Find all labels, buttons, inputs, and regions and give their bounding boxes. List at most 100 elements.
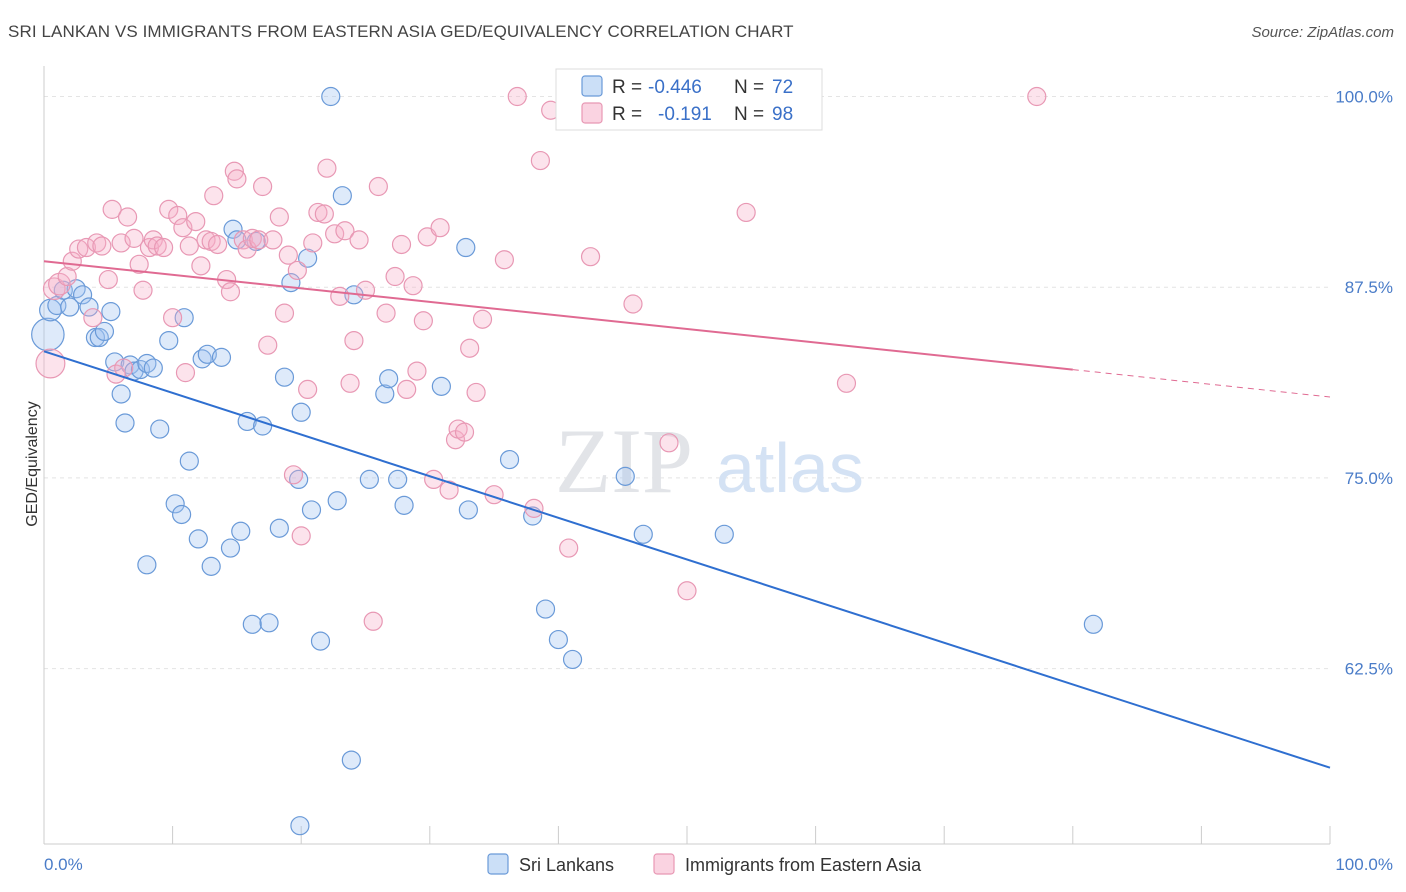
point-s1-52 bbox=[303, 233, 323, 253]
point-s1-53 bbox=[308, 202, 328, 223]
point-s1-67 bbox=[391, 234, 412, 255]
point-s0-28 bbox=[197, 344, 217, 364]
point-s1-3 bbox=[57, 266, 77, 287]
point-s0-50 bbox=[332, 186, 352, 206]
watermark: ZIP atlas bbox=[555, 410, 864, 512]
point-s0-6 bbox=[72, 285, 93, 305]
legend-r-label-0: R = bbox=[612, 77, 642, 98]
y-axis-title: GED/Equivalency bbox=[24, 401, 41, 526]
point-s1-17 bbox=[133, 280, 153, 300]
series-sri-lankans bbox=[31, 86, 1103, 836]
y-tick-label-0: 62.5% bbox=[1345, 660, 1393, 679]
legend-r-value-0: -0.446 bbox=[648, 77, 702, 98]
trend-line-sri-lankans bbox=[43, 350, 1331, 769]
point-s1-55 bbox=[317, 158, 337, 178]
bottom-legend-swatch-pink bbox=[653, 853, 675, 875]
point-s0-9 bbox=[89, 327, 109, 348]
point-s0-22 bbox=[165, 494, 185, 514]
point-s1-86 bbox=[530, 150, 550, 171]
point-s1-20 bbox=[147, 236, 167, 256]
watermark-atlas: atlas bbox=[716, 429, 864, 507]
point-s0-66 bbox=[615, 466, 635, 486]
point-s0-69 bbox=[1083, 614, 1103, 634]
point-s1-2 bbox=[48, 272, 71, 296]
bottom-legend-swatch-blue bbox=[487, 853, 509, 875]
point-s1-47 bbox=[278, 245, 298, 265]
point-s1-57 bbox=[330, 286, 350, 306]
point-s1-80 bbox=[466, 382, 486, 403]
point-s1-6 bbox=[76, 237, 97, 258]
x-tick-label-1: 100.0% bbox=[1335, 855, 1393, 874]
legend-swatch-pink bbox=[581, 102, 603, 124]
point-s1-90 bbox=[623, 294, 643, 314]
legend: R = -0.446 N = 72 R = -0.191 N = 98 bbox=[555, 68, 823, 131]
point-s0-47 bbox=[310, 631, 331, 651]
point-s1-10 bbox=[98, 269, 118, 290]
point-s0-71 bbox=[290, 816, 310, 836]
point-s1-79 bbox=[460, 338, 480, 358]
point-s0-19 bbox=[143, 358, 163, 378]
point-s1-44 bbox=[263, 230, 283, 250]
y-tick-label-1: 75.0% bbox=[1345, 469, 1393, 488]
point-s1-58 bbox=[335, 221, 355, 241]
point-s1-63 bbox=[363, 611, 383, 631]
point-s1-8 bbox=[87, 233, 107, 253]
x-tick-labels: 0.0% 100.0% bbox=[44, 855, 1393, 874]
point-s0-40 bbox=[269, 518, 289, 538]
point-s1-26 bbox=[175, 363, 196, 383]
legend-r-label-1: R = bbox=[612, 104, 642, 125]
point-s0-20 bbox=[150, 419, 170, 439]
point-s1-5 bbox=[69, 239, 89, 259]
legend-r-value-1: -0.191 bbox=[658, 104, 712, 125]
point-s1-9 bbox=[92, 236, 112, 256]
point-s1-59 bbox=[340, 373, 360, 393]
point-s1-43 bbox=[258, 335, 278, 355]
point-s1-37 bbox=[227, 169, 247, 189]
point-s1-33 bbox=[208, 234, 228, 255]
point-s1-92 bbox=[677, 581, 697, 601]
point-s0-13 bbox=[111, 384, 131, 404]
point-s1-15 bbox=[124, 228, 144, 248]
point-s1-65 bbox=[376, 303, 396, 323]
chart-source: Source: ZipAtlas.com bbox=[1251, 24, 1394, 41]
point-s0-14 bbox=[115, 413, 135, 433]
series-immigrants-eastern-asia bbox=[35, 86, 1047, 631]
point-s0-11 bbox=[101, 302, 121, 322]
bottom-legend: Sri Lankans Immigrants from Eastern Asia bbox=[487, 853, 922, 875]
point-s0-65 bbox=[562, 649, 583, 670]
point-s0-49 bbox=[327, 491, 347, 511]
point-s1-14 bbox=[117, 207, 138, 227]
point-s0-41 bbox=[274, 367, 295, 387]
point-s0-30 bbox=[211, 347, 232, 367]
point-s0-64 bbox=[548, 629, 569, 650]
point-s1-94 bbox=[836, 373, 857, 393]
axes bbox=[43, 66, 1331, 845]
point-s1-68 bbox=[397, 379, 417, 400]
point-s1-16 bbox=[129, 254, 149, 274]
point-s1-41 bbox=[249, 230, 269, 250]
point-s1-95 bbox=[1027, 86, 1047, 107]
point-s0-10 bbox=[94, 321, 115, 342]
point-s1-7 bbox=[83, 308, 103, 328]
point-s0-44 bbox=[291, 402, 311, 422]
point-s1-42 bbox=[253, 176, 273, 197]
trend-line-eastern-asia bbox=[43, 260, 1073, 371]
y-tick-label-2: 87.5% bbox=[1345, 278, 1393, 297]
point-s0-70 bbox=[137, 555, 157, 575]
point-s0-24 bbox=[174, 308, 194, 328]
legend-swatch-blue bbox=[581, 75, 603, 97]
point-s0-4 bbox=[60, 297, 80, 317]
point-s1-91 bbox=[659, 433, 679, 453]
point-s1-45 bbox=[269, 207, 289, 227]
point-s0-31 bbox=[220, 538, 241, 558]
point-s0-26 bbox=[188, 529, 208, 549]
point-s0-57 bbox=[394, 495, 414, 515]
bottom-legend-label-0: Sri Lankans bbox=[519, 855, 614, 875]
point-s0-45 bbox=[298, 248, 318, 268]
point-s0-23 bbox=[172, 504, 192, 525]
point-s0-59 bbox=[456, 237, 476, 258]
point-s1-46 bbox=[274, 303, 295, 323]
point-s0-53 bbox=[359, 469, 379, 490]
point-s0-67 bbox=[633, 524, 653, 544]
chart-title: SRI LANKAN VS IMMIGRANTS FROM EASTERN AS… bbox=[8, 22, 794, 41]
